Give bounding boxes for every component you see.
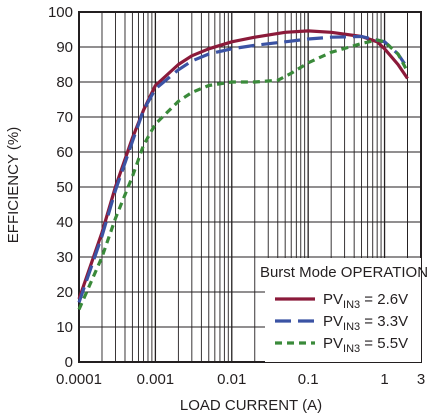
y-tick-label: 10 — [56, 319, 73, 336]
y-tick-label: 20 — [56, 284, 73, 301]
y-tick-label: 40 — [56, 214, 73, 231]
x-tick-label: 0.0001 — [56, 371, 102, 388]
x-tick-label: 0.1 — [298, 371, 319, 388]
x-tick-label: 0.001 — [137, 371, 175, 388]
legend-title: Burst Mode OPERATION — [260, 264, 428, 281]
y-tick-label: 70 — [56, 109, 73, 126]
x-tick-label: 1 — [380, 371, 388, 388]
y-tick-label: 100 — [48, 4, 73, 21]
y-tick-label: 60 — [56, 144, 73, 161]
y-axis-label: EFFICIENCY (%) — [5, 127, 22, 243]
y-tick-label: 50 — [56, 179, 73, 196]
x-tick-label: 3 — [417, 371, 425, 388]
x-tick-label: 0.01 — [217, 371, 246, 388]
y-tick-label: 80 — [56, 74, 73, 91]
y-tick-label: 30 — [56, 249, 73, 266]
y-tick-label: 90 — [56, 39, 73, 56]
x-axis-label: LOAD CURRENT (A) — [180, 397, 322, 414]
y-tick-label: 0 — [65, 354, 73, 371]
